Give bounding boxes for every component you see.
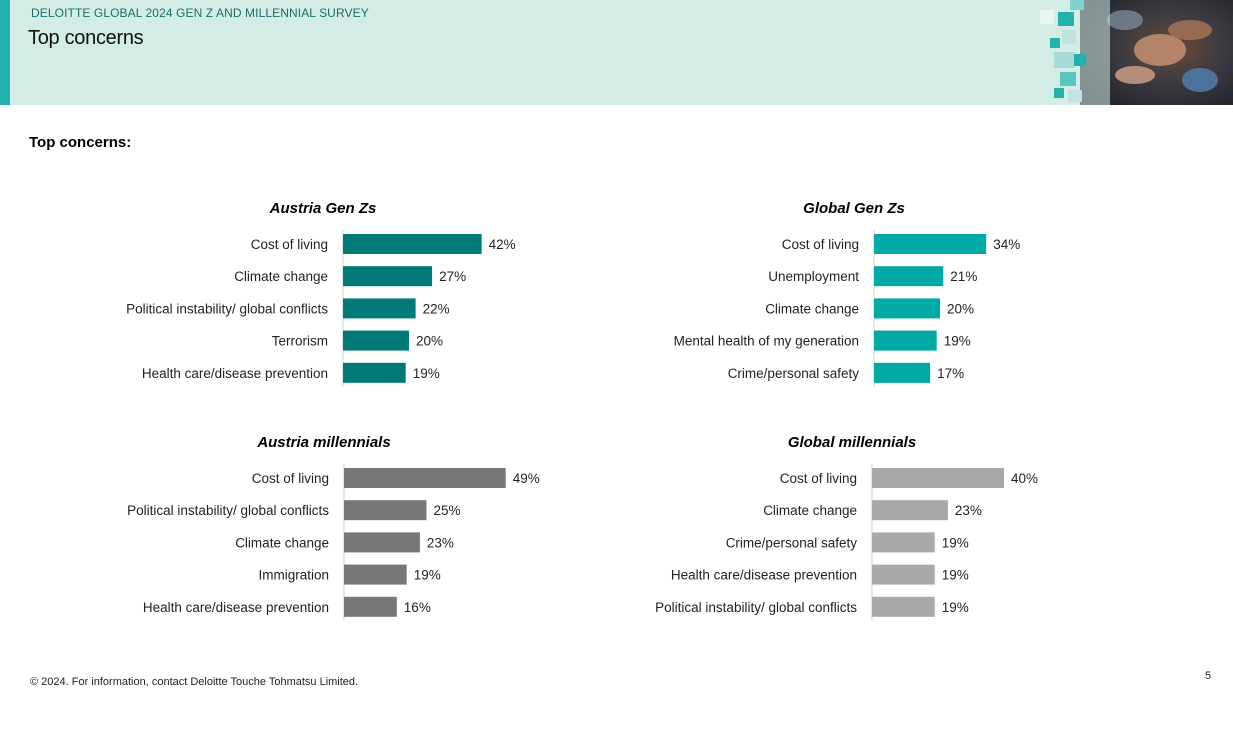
category-label-climate-change: Climate change <box>763 503 857 518</box>
category-label-cost-of-living: Cost of living <box>251 237 328 252</box>
category-label-health-care-disease-prevention: Health care/disease prevention <box>142 366 328 381</box>
value-label-political-instability-global-conflicts: 25% <box>434 503 461 518</box>
chart-title: Austria Gen Zs <box>269 200 377 217</box>
chart-austria-millennials: Austria millennials Cost of living 49% Poli… <box>0 430 620 630</box>
page-title: Top concerns <box>28 27 144 49</box>
bar-climate-change <box>344 532 420 553</box>
chart-global-gen-zs: Global Gen Zs Cost of living 34% Unemployme… <box>0 196 1233 396</box>
category-label-climate-change: Climate change <box>234 269 328 284</box>
bar-health-care-disease-prevention <box>344 596 397 617</box>
chart-svg: Global millennials Cost of living 40% Clima… <box>655 434 1038 621</box>
value-label-cost-of-living: 34% <box>993 237 1020 252</box>
value-label-climate-change: 20% <box>947 301 974 316</box>
hands-photo-illustration <box>1040 0 1233 105</box>
bar-unemployment <box>874 266 944 287</box>
value-label-cost-of-living: 42% <box>489 237 516 252</box>
value-label-climate-change: 27% <box>439 269 466 284</box>
category-label-climate-change: Climate change <box>765 301 859 316</box>
section-title: Top concerns: <box>29 134 132 151</box>
page-number: 5 <box>1205 670 1212 682</box>
category-label-mental-health-of-my-generation: Mental health of my generation <box>674 334 859 349</box>
category-label-climate-change: Climate change <box>235 535 329 550</box>
bar-cost-of-living <box>872 468 1004 488</box>
bar-crime-personal-safety <box>874 362 931 383</box>
header-accent-bar <box>0 0 10 105</box>
value-label-immigration: 19% <box>414 568 441 583</box>
category-label-unemployment: Unemployment <box>768 269 859 284</box>
value-label-political-instability-global-conflicts: 19% <box>942 600 969 615</box>
category-label-political-instability-global-conflicts: Political instability/ global conflicts <box>127 503 329 518</box>
chart-austria-gen-zs: Austria Gen Zs Cost of living 42% Climate c… <box>0 196 620 396</box>
value-label-unemployment: 21% <box>950 269 977 284</box>
header-photo-hands-image <box>1040 0 1233 105</box>
value-label-terrorism: 20% <box>416 334 443 349</box>
chart-global-millennials: Global millennials Cost of living 40% Clima… <box>0 430 1233 630</box>
category-label-immigration: Immigration <box>258 568 329 583</box>
chart-svg: Austria Gen Zs Cost of living 42% Climate c… <box>126 200 516 387</box>
value-label-political-instability-global-conflicts: 22% <box>423 301 450 316</box>
category-label-cost-of-living: Cost of living <box>252 471 329 486</box>
bar-climate-change <box>343 266 433 287</box>
value-label-climate-change: 23% <box>427 535 454 550</box>
bar-health-care-disease-prevention <box>343 362 406 383</box>
bar-political-instability-global-conflicts <box>872 596 935 617</box>
value-label-mental-health-of-my-generation: 19% <box>944 334 971 349</box>
chart-title: Global millennials <box>788 434 916 451</box>
bar-mental-health-of-my-generation <box>874 330 937 351</box>
chart-title: Global Gen Zs <box>803 200 905 217</box>
bar-terrorism <box>343 330 409 351</box>
category-label-crime-personal-safety: Crime/personal safety <box>726 535 858 550</box>
category-label-terrorism: Terrorism <box>272 334 328 349</box>
footer-copyright: © 2024. For information, contact Deloitt… <box>30 676 359 688</box>
bar-political-instability-global-conflicts <box>343 298 416 319</box>
chart-svg: Global Gen Zs Cost of living 34% Unemployme… <box>674 200 1020 387</box>
category-label-cost-of-living: Cost of living <box>780 471 857 486</box>
value-label-health-care-disease-prevention: 19% <box>942 568 969 583</box>
bar-climate-change <box>874 298 940 319</box>
category-label-health-care-disease-prevention: Health care/disease prevention <box>671 568 857 583</box>
category-label-health-care-disease-prevention: Health care/disease prevention <box>143 600 329 615</box>
value-label-cost-of-living: 40% <box>1011 471 1038 486</box>
chart-svg: Austria millennials Cost of living 49% Poli… <box>127 434 540 621</box>
bar-health-care-disease-prevention <box>872 564 935 585</box>
bar-cost-of-living <box>344 468 506 488</box>
bar-immigration <box>344 564 407 585</box>
bar-climate-change <box>872 500 948 521</box>
bar-crime-personal-safety <box>872 532 935 553</box>
value-label-cost-of-living: 49% <box>513 471 540 486</box>
bar-cost-of-living <box>874 234 987 254</box>
value-label-health-care-disease-prevention: 16% <box>404 600 431 615</box>
chart-title: Austria millennials <box>256 434 390 451</box>
value-label-crime-personal-safety: 17% <box>937 366 964 381</box>
bar-political-instability-global-conflicts <box>344 500 427 521</box>
category-label-political-instability-global-conflicts: Political instability/ global conflicts <box>126 301 328 316</box>
category-label-crime-personal-safety: Crime/personal safety <box>728 366 860 381</box>
category-label-cost-of-living: Cost of living <box>782 237 859 252</box>
header-band: DELOITTE GLOBAL 2024 GEN Z AND MILLENNIA… <box>0 0 1233 105</box>
bar-cost-of-living <box>343 234 482 254</box>
value-label-climate-change: 23% <box>955 503 982 518</box>
value-label-health-care-disease-prevention: 19% <box>413 366 440 381</box>
category-label-political-instability-global-conflicts: Political instability/ global conflicts <box>655 600 857 615</box>
value-label-crime-personal-safety: 19% <box>942 535 969 550</box>
survey-title: DELOITTE GLOBAL 2024 GEN Z AND MILLENNIA… <box>31 6 369 20</box>
